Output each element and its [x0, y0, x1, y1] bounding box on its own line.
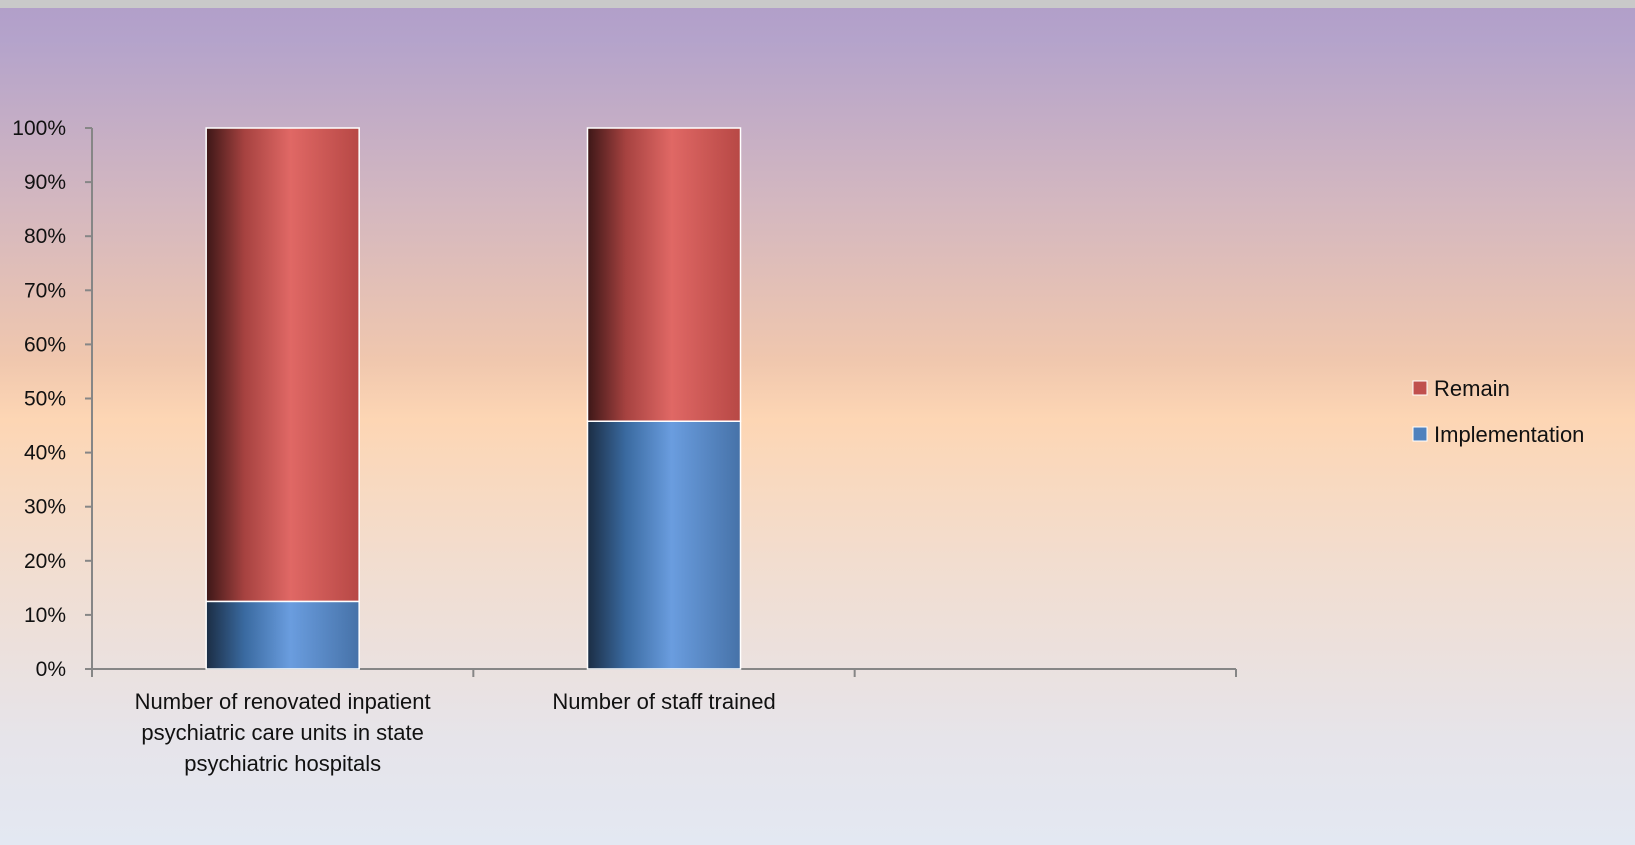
- y-tick-label: 20%: [24, 550, 66, 573]
- y-tick-label: 100%: [12, 117, 66, 140]
- bar-remain-1: [586, 127, 742, 422]
- y-tick-label: 90%: [24, 171, 66, 194]
- legend-label-remain: Remain: [1434, 376, 1510, 401]
- legend-swatch-implementation: [1412, 426, 1428, 442]
- y-tick-label: 50%: [24, 388, 66, 411]
- bars: [205, 127, 742, 670]
- legend-swatch-remain: [1412, 380, 1428, 396]
- x-category-label: psychiatric care units in state: [141, 720, 423, 745]
- y-axis: 0% 10% 20% 30% 40% 50% 60% 70% 80% 90% 100%: [12, 117, 93, 681]
- bar-implementation-0: [205, 600, 360, 670]
- y-tick-label: 80%: [24, 225, 66, 248]
- bar-implementation-1: [586, 420, 742, 670]
- x-axis: [91, 668, 1237, 677]
- x-category-label: Number of renovated inpatient: [135, 689, 431, 714]
- legend: Remain Implementation: [1412, 376, 1584, 447]
- y-tick-label: 70%: [24, 279, 66, 302]
- y-tick-label: 10%: [24, 604, 66, 627]
- x-category-label: Number of staff trained: [552, 689, 775, 714]
- bar-remain-0: [205, 127, 360, 603]
- category-labels: Number of renovated inpatient psychiatric…: [135, 689, 776, 776]
- y-tick-label: 60%: [24, 333, 66, 356]
- x-category-label: psychiatric hospitals: [184, 751, 381, 776]
- y-tick-label: 40%: [24, 442, 66, 465]
- y-tick-label: 30%: [24, 496, 66, 519]
- y-tick-label: 0%: [36, 658, 66, 681]
- legend-label-implementation: Implementation: [1434, 422, 1584, 447]
